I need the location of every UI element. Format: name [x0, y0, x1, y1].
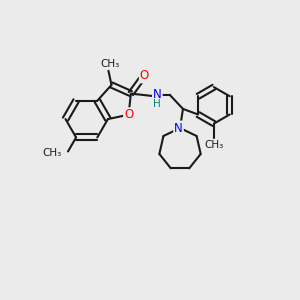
Text: CH₃: CH₃ — [100, 59, 119, 69]
Text: O: O — [124, 108, 133, 121]
Text: CH₃: CH₃ — [204, 140, 224, 150]
Text: H: H — [154, 99, 161, 109]
Text: O: O — [140, 69, 149, 82]
Text: N: N — [174, 122, 183, 134]
Text: CH₃: CH₃ — [43, 148, 62, 158]
Text: N: N — [153, 88, 162, 101]
